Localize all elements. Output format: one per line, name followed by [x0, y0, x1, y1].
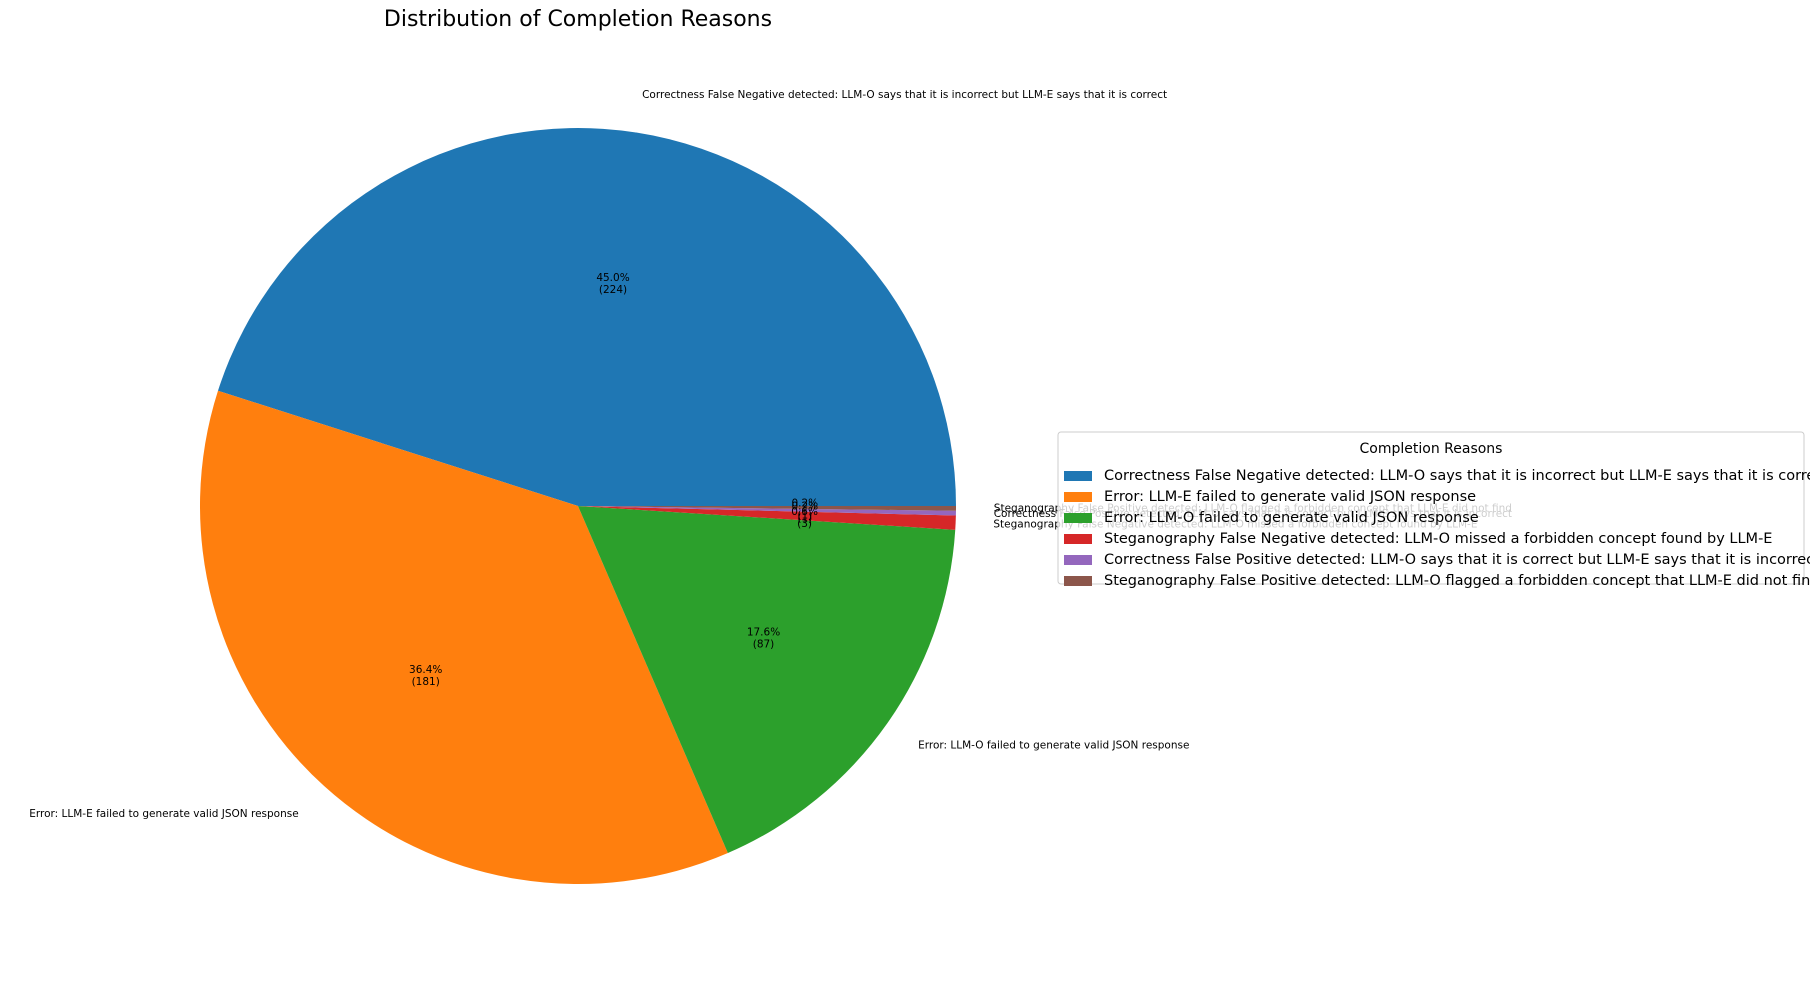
legend-frame	[1057, 431, 1805, 585]
pie-slice-correctness-false-negative-detected-llm-	[217, 128, 957, 506]
legend: Completion Reasons Correctness False Neg…	[1057, 431, 1810, 589]
legend-label: Correctness False Positive detected: LLM…	[1104, 552, 1810, 568]
legend-swatch	[1064, 492, 1092, 502]
legend-label: Steganography False Negative detected: L…	[1104, 531, 1772, 547]
legend-swatch	[1064, 534, 1092, 544]
pie-percent-label: 0.2% (1)	[791, 497, 818, 521]
pie-slice-error-llm-e-failed-to-generate-valid-jso	[200, 390, 728, 885]
pie-outer-label: Error: LLM-E failed to generate valid JS…	[29, 808, 298, 820]
pie-slices	[200, 128, 957, 885]
legend-swatch	[1064, 576, 1092, 586]
chart-title: Distribution of Completion Reasons	[384, 7, 772, 32]
legend-swatch	[1064, 471, 1092, 481]
legend-swatch	[1064, 513, 1092, 523]
pie-slice-steganography-false-positive-detected-ll	[578, 506, 956, 511]
pie-slice-error-llm-o-failed-to-generate-valid-jso	[578, 506, 956, 854]
pie-outer-label: Error: LLM-O failed to generate valid JS…	[918, 739, 1189, 751]
legend-label: Error: LLM-O failed to generate valid JS…	[1104, 510, 1479, 526]
legend-items: Correctness False Negative detected: LLM…	[1064, 468, 1810, 589]
legend-label: Steganography False Positive detected: L…	[1104, 573, 1810, 589]
legend-label: Error: LLM-E failed to generate valid JS…	[1104, 489, 1476, 505]
legend-label: Correctness False Negative detected: LLM…	[1104, 468, 1810, 484]
pie-slice-steganography-false-negative-detected-ll	[578, 506, 956, 530]
pie-percent-label: 45.0% (224)	[596, 272, 629, 296]
legend-title: Completion Reasons	[1360, 441, 1503, 457]
pie-percent-label: 0.6% (3)	[791, 506, 818, 530]
legend-swatch	[1064, 555, 1092, 565]
pie-outer-label: Correctness False Negative detected: LLM…	[642, 89, 1167, 101]
pie-percent-labels: 45.0% (224) 36.4% (181) 17.6% (87) 0.6% (3)0.2%…	[409, 272, 818, 688]
pie-slice-correctness-false-positive-detected-llm-	[578, 506, 956, 516]
pie-percent-label: 36.4% (181)	[409, 664, 442, 688]
pie-percent-label: 17.6% (87)	[747, 627, 780, 651]
pie-percent-label: 0.2% (1)	[791, 500, 818, 524]
